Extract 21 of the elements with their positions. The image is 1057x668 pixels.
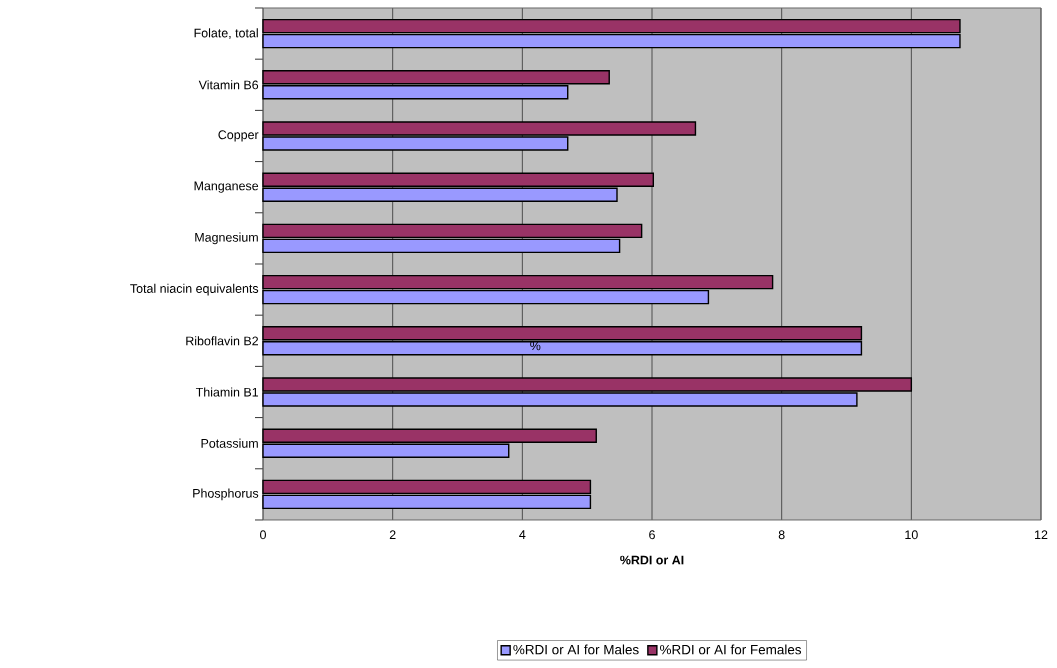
y-tick-label: Manganese [194,181,259,193]
x-tick-label: 10 [905,530,918,540]
x-tick-label: 8 [778,530,785,540]
x-tick-label: 0 [260,530,266,540]
x-axis-title: %RDI or AI [620,555,684,565]
x-tick-label: 12 [1035,530,1048,540]
y-tick-label: Potassium [201,438,258,448]
y-tick-label: Magnesium [195,232,258,245]
y-tick-label: Copper [218,130,259,142]
x-tick-label: 6 [649,530,655,540]
y-tick-label: Folate, total [194,28,258,39]
x-tick-label: 2 [389,530,396,540]
legend-label: %RDI or AI for Females [660,644,802,655]
annotation: % [530,341,541,351]
y-tick-label: Riboflavin B2 [186,336,259,346]
y-tick-label: Vitamin B6 [198,80,259,90]
legend-label: %RDI or AI for Males [513,644,639,655]
y-tick-label: Thiamin B1 [195,387,259,397]
x-tick-label: 4 [519,530,526,539]
y-tick-label: Phosphorus [193,488,259,501]
y-tick-label: Total niacin equivalents [130,283,259,296]
